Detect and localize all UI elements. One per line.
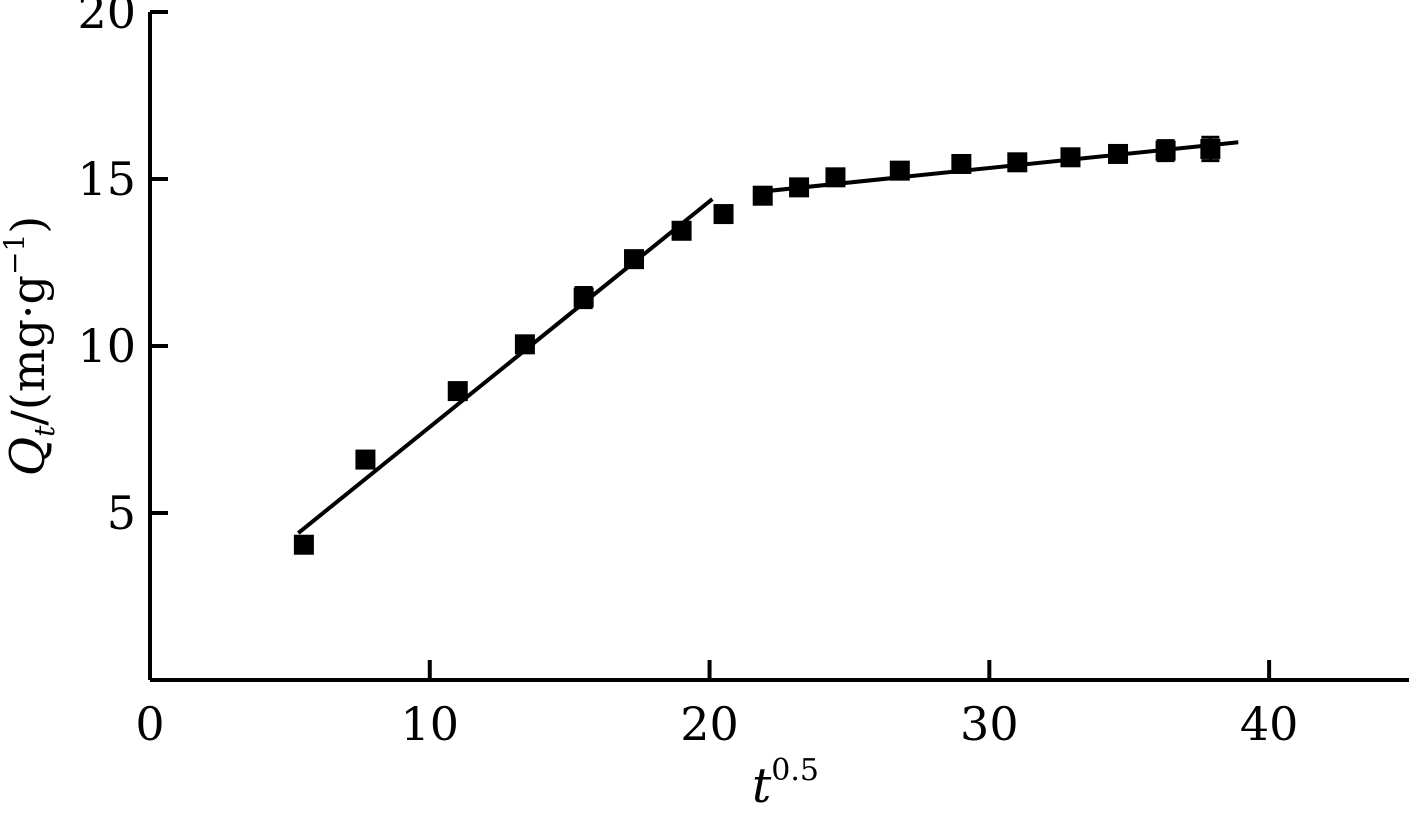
data-point xyxy=(1200,138,1221,159)
y-tick-label: 10 xyxy=(77,319,136,373)
y-axis-title-unit-exponent: −1 xyxy=(0,234,31,275)
x-tick-label: 20 xyxy=(680,697,739,751)
x-axis-title: t0.5 xyxy=(752,753,819,813)
data-point xyxy=(573,287,594,308)
data-point xyxy=(1060,147,1081,168)
data-point xyxy=(1108,143,1129,164)
y-axis-title-subscript: t xyxy=(28,425,61,437)
data-point xyxy=(789,177,810,198)
x-tick-label: 30 xyxy=(960,697,1019,751)
axes xyxy=(148,12,1409,682)
data-point xyxy=(752,185,773,206)
y-axis-title-unit-dot: · xyxy=(1,304,55,319)
y-axis-title-unit-open: /(mg xyxy=(1,319,55,426)
y-tick-label: 15 xyxy=(77,152,136,206)
data-point xyxy=(1007,152,1028,173)
data-point xyxy=(293,534,314,555)
data-point xyxy=(889,160,910,181)
fit-line xyxy=(297,197,714,535)
y-axis-title: Qt/(mg·g−1) xyxy=(0,216,61,476)
y-tick-label: 20 xyxy=(77,0,136,39)
data-point xyxy=(355,449,376,470)
data-point xyxy=(671,220,692,241)
data-point xyxy=(951,153,972,174)
x-axis-title-exponent: 0.5 xyxy=(771,753,819,788)
y-axis-title-unit-close: ) xyxy=(1,216,55,234)
y-axis-title-unit-base: g xyxy=(1,275,55,304)
x-tick-label: 10 xyxy=(401,697,460,751)
data-point xyxy=(1155,140,1176,161)
y-tick-label: 5 xyxy=(107,486,136,540)
data-point xyxy=(514,334,535,355)
y-axis-title-symbol: Q xyxy=(0,437,56,476)
x-tick-label: 40 xyxy=(1240,697,1299,751)
x-tick-label: 0 xyxy=(135,697,164,751)
x-axis-title-base: t xyxy=(752,758,772,813)
data-point xyxy=(825,167,846,188)
ticks: 0 10 20 30 40 5 10 15 20 xyxy=(77,0,1298,751)
data-point xyxy=(713,204,734,225)
data-points xyxy=(293,138,1221,555)
data-point xyxy=(624,249,645,270)
data-point xyxy=(447,381,468,402)
